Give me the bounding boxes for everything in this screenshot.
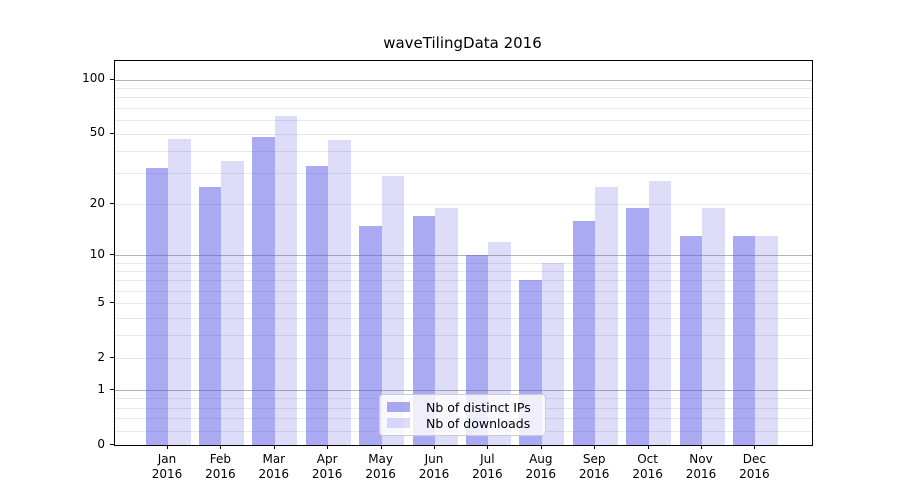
bar-sep-downloads — [595, 187, 618, 445]
minor-gridline — [115, 97, 812, 99]
y-tick-mark — [110, 254, 114, 256]
x-tick-label-apr: Apr 2016 — [311, 452, 343, 481]
x-tick-mark — [380, 445, 382, 449]
minor-gridline — [115, 271, 812, 273]
y-tick-label: 50 — [89, 125, 105, 140]
y-tick-mark — [110, 132, 114, 134]
bar-oct-downloads — [648, 181, 672, 445]
major-gridline — [115, 79, 812, 81]
x-tick-mark — [540, 445, 542, 449]
x-tick-label-mar: Mar 2016 — [258, 452, 290, 481]
minor-gridline — [115, 280, 812, 282]
minor-gridline — [115, 290, 812, 292]
x-tick-mark — [167, 445, 168, 449]
minor-gridline — [115, 262, 812, 264]
minor-gridline — [115, 317, 812, 319]
bar-jan-downloads — [168, 138, 191, 445]
legend: Nb of distinct IPs Nb of downloads — [379, 394, 546, 436]
legend-swatch-downloads — [387, 418, 410, 428]
x-tick-mark — [754, 445, 756, 449]
legend-label-distinct-ips: Nb of distinct IPs — [426, 399, 531, 415]
bar-feb-distinct-ips — [198, 187, 222, 445]
bar-sep-distinct-ips — [572, 220, 596, 445]
major-gridline — [115, 255, 812, 257]
minor-gridline — [115, 173, 812, 175]
chart-title: waveTilingData 2016 — [383, 34, 542, 52]
minor-gridline — [115, 133, 812, 135]
bar-may-distinct-ips — [359, 225, 382, 445]
y-tick-label: 5 — [97, 294, 105, 309]
y-tick-label: 20 — [89, 195, 105, 210]
y-tick-label: 2 — [97, 349, 105, 364]
y-tick-mark — [110, 302, 114, 304]
bar-dec-distinct-ips — [732, 236, 756, 445]
bar-nov-downloads — [702, 207, 725, 445]
x-tick-label-oct: Oct 2016 — [632, 452, 663, 481]
minor-gridline — [115, 358, 812, 360]
x-tick-mark — [647, 445, 649, 449]
bar-dec-downloads — [755, 236, 778, 445]
y-tick-mark — [110, 389, 114, 391]
minor-gridline — [115, 204, 812, 206]
bar-mar-downloads — [274, 115, 298, 445]
legend-label-downloads: Nb of downloads — [426, 415, 531, 431]
legend-entry-distinct-ips: Nb of distinct IPs — [387, 399, 537, 415]
bar-feb-downloads — [221, 161, 244, 445]
x-tick-label-sep: Sep 2016 — [578, 452, 610, 481]
y-tick-mark — [110, 357, 114, 359]
minor-gridline — [115, 119, 812, 121]
x-tick-label-feb: Feb 2016 — [205, 452, 236, 481]
x-tick-label-jun: Jun 2016 — [418, 452, 450, 481]
y-tick-label: 10 — [89, 246, 105, 261]
minor-gridline — [115, 151, 812, 153]
y-tick-mark — [110, 78, 114, 80]
x-tick-mark — [273, 445, 275, 449]
bar-oct-distinct-ips — [626, 207, 649, 445]
y-tick-mark — [110, 444, 114, 445]
legend-swatch-distinct-ips — [387, 402, 410, 412]
bar-aug-downloads — [541, 262, 565, 445]
bar-jan-distinct-ips — [145, 168, 168, 445]
bar-jun-distinct-ips — [412, 216, 435, 445]
x-tick-mark — [220, 445, 222, 449]
x-tick-mark — [434, 445, 435, 449]
x-tick-label-dec: Dec 2016 — [739, 452, 770, 481]
bar-mar-distinct-ips — [252, 136, 275, 445]
bar-apr-distinct-ips — [305, 165, 329, 445]
x-tick-label-aug: Aug 2016 — [525, 452, 557, 481]
minor-gridline — [115, 88, 812, 89]
x-tick-label-jul: Jul 2016 — [472, 452, 503, 481]
y-tick-mark — [110, 203, 114, 205]
x-tick-label-jan: Jan 2016 — [151, 452, 183, 481]
x-tick-mark — [701, 445, 702, 449]
bar-nov-distinct-ips — [679, 236, 702, 445]
bar-apr-downloads — [328, 140, 351, 445]
x-tick-label-may: May 2016 — [365, 452, 396, 481]
y-tick-label: 0 — [97, 436, 105, 451]
minor-gridline — [115, 107, 812, 109]
minor-gridline — [115, 303, 812, 305]
minor-gridline — [115, 335, 812, 337]
y-tick-label: 100 — [82, 71, 105, 86]
x-tick-mark — [487, 445, 489, 449]
legend-entry-downloads: Nb of downloads — [387, 415, 537, 431]
x-tick-mark — [327, 445, 329, 449]
bar-jun-downloads — [435, 207, 458, 445]
major-gridline — [115, 390, 812, 392]
bar-may-downloads — [381, 175, 405, 445]
y-tick-label: 1 — [97, 381, 105, 396]
x-tick-mark — [594, 445, 596, 449]
plot-area — [114, 60, 813, 446]
x-tick-label-nov: Nov 2016 — [685, 452, 717, 481]
